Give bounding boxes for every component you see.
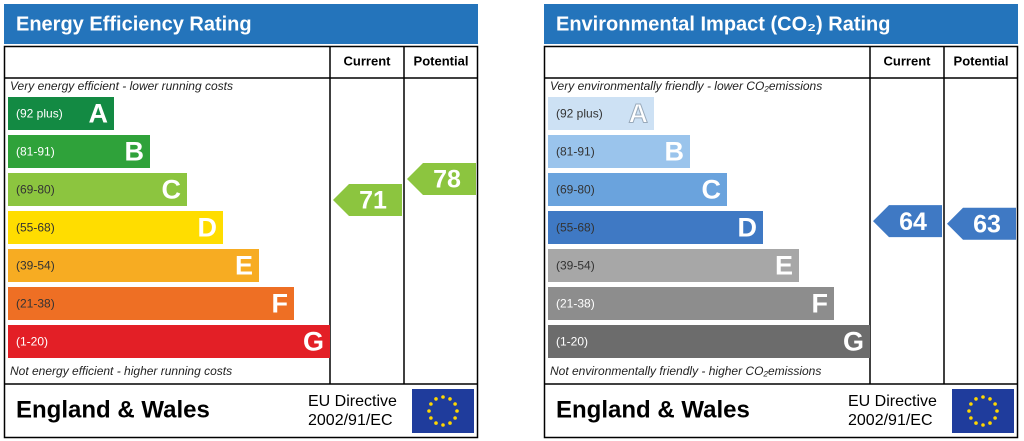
band-range: (92 plus) xyxy=(556,107,603,121)
column-header: Current xyxy=(344,53,392,68)
rating-band xyxy=(548,135,690,168)
band-letter: F xyxy=(812,289,829,319)
panel-title: Environmental Impact (CO₂) Rating xyxy=(556,13,890,35)
eu-star xyxy=(429,402,433,406)
band-range: (81-91) xyxy=(556,145,595,159)
eu-star xyxy=(995,409,999,413)
band-range: (21-38) xyxy=(16,297,55,311)
band-range: (69-80) xyxy=(556,183,595,197)
eu-star xyxy=(453,416,457,420)
band-range: (39-54) xyxy=(16,259,55,273)
eu-star xyxy=(441,423,445,427)
rating-band xyxy=(8,135,150,168)
band-range: (81-91) xyxy=(16,145,55,159)
epc-panel: Environmental Impact (CO₂) Rating Current… xyxy=(543,4,1019,439)
column-header: Potential xyxy=(414,53,469,68)
band-letter: B xyxy=(665,137,685,167)
eu-star xyxy=(988,397,992,401)
band-range: (92 plus) xyxy=(16,107,63,121)
directive-line: 2002/91/EC xyxy=(848,412,933,429)
rating-band xyxy=(8,287,294,320)
panel-frame xyxy=(543,45,1019,439)
title-bar xyxy=(544,4,1018,44)
top-note: Very environmentally friendly - lower CO… xyxy=(550,79,822,93)
column-header: Potential xyxy=(954,53,1009,68)
epc-panel: Energy Efficiency Rating Current Potential… xyxy=(3,4,479,439)
rating-band xyxy=(548,211,763,244)
rating-arrow xyxy=(947,207,1016,240)
rating-band xyxy=(548,287,834,320)
bottom-note: Not energy efficient - higher running co… xyxy=(10,364,232,378)
eu-star xyxy=(429,416,433,420)
directive-line: EU Directive xyxy=(308,393,397,410)
rating-arrow xyxy=(333,184,402,216)
band-letter: C xyxy=(702,175,722,205)
rating-band xyxy=(8,249,259,282)
band-letter: F xyxy=(272,289,289,319)
footer-region: England & Wales xyxy=(16,396,210,423)
band-letter: E xyxy=(235,251,253,281)
band-letter: G xyxy=(303,327,324,357)
eu-star xyxy=(967,409,971,413)
band-range: (55-68) xyxy=(16,221,55,235)
rating-value: 64 xyxy=(899,208,927,236)
rating-band xyxy=(8,325,330,358)
rating-band xyxy=(548,173,727,206)
band-range: (39-54) xyxy=(556,259,595,273)
eu-star xyxy=(981,423,985,427)
rating-band xyxy=(8,173,187,206)
eu-star xyxy=(448,397,452,401)
top-note: Very energy efficient - lower running co… xyxy=(10,79,233,93)
eu-star xyxy=(434,397,438,401)
band-range: (1-20) xyxy=(16,335,48,349)
band-range: (55-68) xyxy=(556,221,595,235)
eu-star xyxy=(988,421,992,425)
rating-arrow xyxy=(407,163,476,195)
eu-star xyxy=(448,421,452,425)
panel-frame xyxy=(3,45,479,439)
band-letter: D xyxy=(198,213,218,243)
eu-star xyxy=(974,421,978,425)
band-letter: E xyxy=(775,251,793,281)
band-letter: G xyxy=(843,327,864,357)
eu-star xyxy=(455,409,459,413)
rating-band xyxy=(548,325,870,358)
directive-line: 2002/91/EC xyxy=(308,412,393,429)
band-letter: C xyxy=(162,175,182,205)
eu-star xyxy=(453,402,457,406)
eu-star xyxy=(993,402,997,406)
eu-star xyxy=(981,395,985,399)
rating-value: 78 xyxy=(433,166,461,194)
eu-star xyxy=(434,421,438,425)
eu-star xyxy=(441,395,445,399)
rating-band xyxy=(548,249,799,282)
band-range: (1-20) xyxy=(556,335,588,349)
band-letter: A xyxy=(629,99,649,129)
eu-star xyxy=(427,409,431,413)
eu-star xyxy=(969,402,973,406)
title-bar xyxy=(4,4,478,44)
band-range: (21-38) xyxy=(556,297,595,311)
rating-band xyxy=(548,97,654,130)
eu-star xyxy=(969,416,973,420)
rating-value: 71 xyxy=(359,187,387,215)
rating-band xyxy=(8,97,114,130)
eu-star xyxy=(993,416,997,420)
band-letter: A xyxy=(89,99,109,129)
bottom-note: Not environmentally friendly - higher CO… xyxy=(550,364,821,378)
panel-title: Energy Efficiency Rating xyxy=(16,13,252,35)
band-range: (69-80) xyxy=(16,183,55,197)
rating-band xyxy=(8,211,223,244)
rating-value: 63 xyxy=(973,210,1001,238)
band-letter: D xyxy=(738,213,758,243)
column-header: Current xyxy=(884,53,932,68)
rating-arrow xyxy=(873,205,942,238)
band-letter: B xyxy=(125,137,145,167)
eu-star xyxy=(974,397,978,401)
footer-region: England & Wales xyxy=(556,396,750,423)
directive-line: EU Directive xyxy=(848,393,937,410)
